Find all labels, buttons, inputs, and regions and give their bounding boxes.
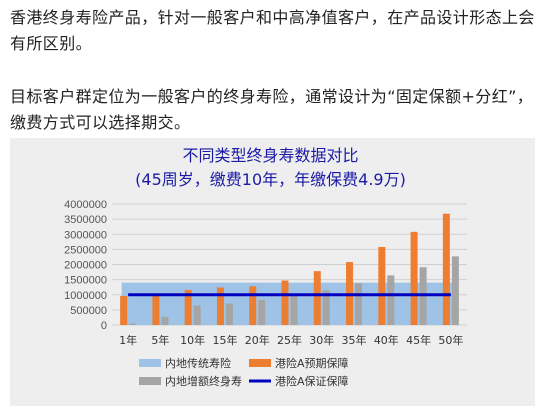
y-tick-label: 4000000 [64, 199, 107, 211]
y-tick-label: 3000000 [64, 229, 107, 241]
bar-hk-expected [184, 289, 192, 325]
bar-increasing-whole-life [225, 303, 233, 325]
legend-swatch [139, 359, 161, 367]
bar-increasing-whole-life [129, 323, 137, 325]
bar-increasing-whole-life [193, 305, 201, 325]
bar-hk-expected [249, 286, 257, 325]
y-tick-label: 500000 [70, 305, 107, 317]
x-tick-label: 10年 [180, 333, 205, 347]
y-tick-label: 2000000 [64, 260, 107, 272]
x-tick-label: 1年 [119, 333, 137, 347]
x-tick-label: 35年 [342, 333, 367, 347]
y-tick-label: 0 [101, 320, 107, 332]
x-tick-label: 25年 [277, 333, 302, 347]
y-tick-label: 1500000 [64, 275, 107, 287]
bar-increasing-whole-life [322, 290, 330, 325]
chart-subtitle: (45周岁，缴费10年，年缴保费4.9万) [135, 170, 406, 189]
bar-increasing-whole-life [258, 299, 266, 325]
bar-increasing-whole-life [290, 295, 298, 325]
bar-hk-expected [281, 280, 289, 325]
x-tick-label: 20年 [245, 333, 270, 347]
bar-hk-expected [216, 287, 224, 325]
legend-label: 内地增额终身寿 [165, 374, 242, 388]
bar-hk-expected [442, 213, 450, 325]
bar-hk-expected [378, 246, 386, 325]
y-tick-label: 2500000 [64, 244, 107, 256]
bar-increasing-whole-life [387, 275, 395, 325]
y-tick-label: 1000000 [64, 290, 107, 302]
area-series-traditional-life [121, 282, 458, 325]
intro-paragraph: 香港终身寿险产品，针对一般客户和中高净值客户，在产品设计形态上会有所区别。 [10, 8, 535, 53]
x-tick-label: 30年 [309, 333, 334, 347]
bar-hk-expected [120, 295, 128, 325]
target-customer-paragraph: 目标客户群定位为一般客户的终身寿险，通常设计为“固定保额+分红”，缴费方式可以选… [10, 87, 534, 132]
x-tick-label: 45年 [406, 333, 431, 347]
x-tick-label: 50年 [438, 333, 463, 347]
bar-increasing-whole-life [161, 316, 169, 325]
x-tick-label: 5年 [151, 333, 169, 347]
bar-hk-expected [410, 231, 418, 325]
chart-title: 不同类型终身寿数据对比 [182, 146, 359, 165]
x-tick-label: 40年 [374, 333, 399, 347]
legend-swatch [249, 359, 271, 367]
bar-increasing-whole-life [355, 283, 363, 325]
bar-increasing-whole-life [451, 256, 459, 325]
bar-hk-expected [313, 271, 321, 325]
legend-label: 港险A保证保障 [275, 374, 349, 388]
bar-hk-expected [152, 295, 160, 325]
legend-label: 港险A预期保障 [275, 356, 349, 370]
legend-label: 内地传统寿险 [165, 356, 231, 370]
x-tick-label: 15年 [212, 333, 237, 347]
y-tick-label: 3500000 [64, 214, 107, 226]
legend-swatch [139, 377, 161, 385]
